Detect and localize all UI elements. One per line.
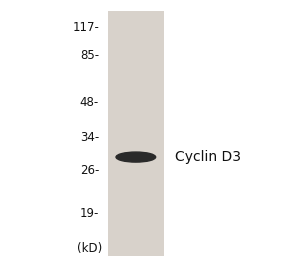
Ellipse shape bbox=[116, 152, 156, 162]
Text: (kD): (kD) bbox=[77, 242, 102, 255]
Text: Cyclin D3: Cyclin D3 bbox=[175, 150, 241, 164]
Text: 34-: 34- bbox=[80, 131, 99, 144]
Text: 117-: 117- bbox=[72, 21, 99, 34]
Text: 85-: 85- bbox=[80, 49, 99, 62]
Bar bbox=[108, 11, 164, 256]
Text: 19-: 19- bbox=[80, 207, 99, 220]
Text: 26-: 26- bbox=[80, 164, 99, 177]
Text: 48-: 48- bbox=[80, 96, 99, 110]
